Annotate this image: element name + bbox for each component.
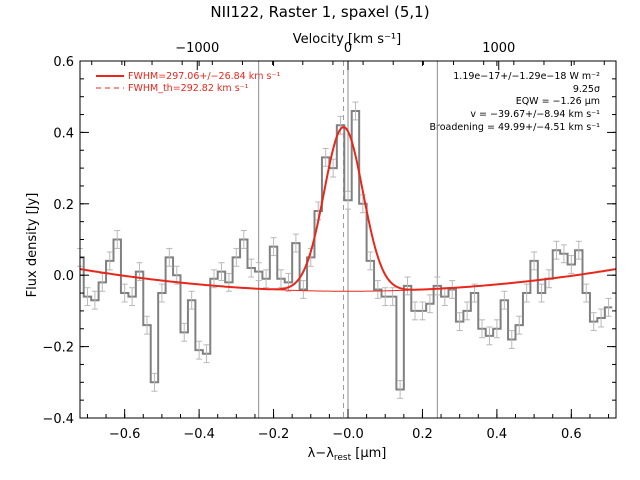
- y-tick-label: −0.4: [42, 412, 74, 427]
- x-tick-label: −0.2: [258, 427, 290, 442]
- legend: FWHM=297.06+/−26.84 km s⁻¹ FWHM_th=292.8…: [96, 71, 280, 94]
- x-tick-label: 0.6: [561, 427, 582, 442]
- top-tick-label: 0: [344, 41, 352, 56]
- x-tick-label: −0.6: [109, 427, 141, 442]
- y-tick-label: 0.0: [53, 269, 74, 284]
- legend-label-fwhm-th: FWHM_th=292.82 km s⁻¹: [128, 83, 249, 94]
- annotation-flux: 1.19e−17+/−1.29e−18 W m⁻²: [453, 71, 600, 82]
- x-tick-label: −0.4: [183, 427, 215, 442]
- y-tick-label: 0.4: [53, 126, 74, 141]
- annotation-snr: 9.25σ: [573, 84, 600, 95]
- x-axis-label-unit: [μm]: [351, 446, 386, 461]
- x-axis-label-subscript: rest: [334, 453, 352, 463]
- annotation-broadening: Broadening = 49.99+/−4.51 km s⁻¹: [430, 122, 601, 133]
- x-tick-label: 0.2: [412, 427, 433, 442]
- annotation-velocity: v = −39.67+/−8.94 km s⁻¹: [470, 109, 600, 120]
- chart-title: NII122, Raster 1, spaxel (5,1): [210, 3, 429, 21]
- x-tick-label: −0.0: [332, 427, 364, 442]
- y-tick-label: 0.6: [53, 55, 74, 70]
- y-tick-label: −0.2: [42, 341, 74, 356]
- error-bars: [77, 101, 612, 399]
- y-axis-label: Flux density [Jy]: [25, 193, 40, 298]
- fit-annotations: 1.19e−17+/−1.29e−18 W m⁻² 9.25σ EQW = −1…: [430, 71, 601, 133]
- y-tick-label: 0.2: [53, 198, 74, 213]
- annotation-eqw: EQW = −1.26 μm: [516, 96, 600, 107]
- x-axis-label: λ−λrest [μm]: [308, 446, 387, 463]
- legend-label-fwhm: FWHM=297.06+/−26.84 km s⁻¹: [128, 71, 280, 82]
- x-axis-label-main: λ−λ: [308, 446, 335, 461]
- x-tick-label: 0.4: [487, 427, 508, 442]
- gaussian-fit-curve: [79, 126, 617, 291]
- top-tick-label: −1000: [175, 41, 219, 56]
- top-axis-label: Velocity [km s⁻¹]: [293, 32, 401, 47]
- top-tick-label: 1000: [482, 41, 515, 56]
